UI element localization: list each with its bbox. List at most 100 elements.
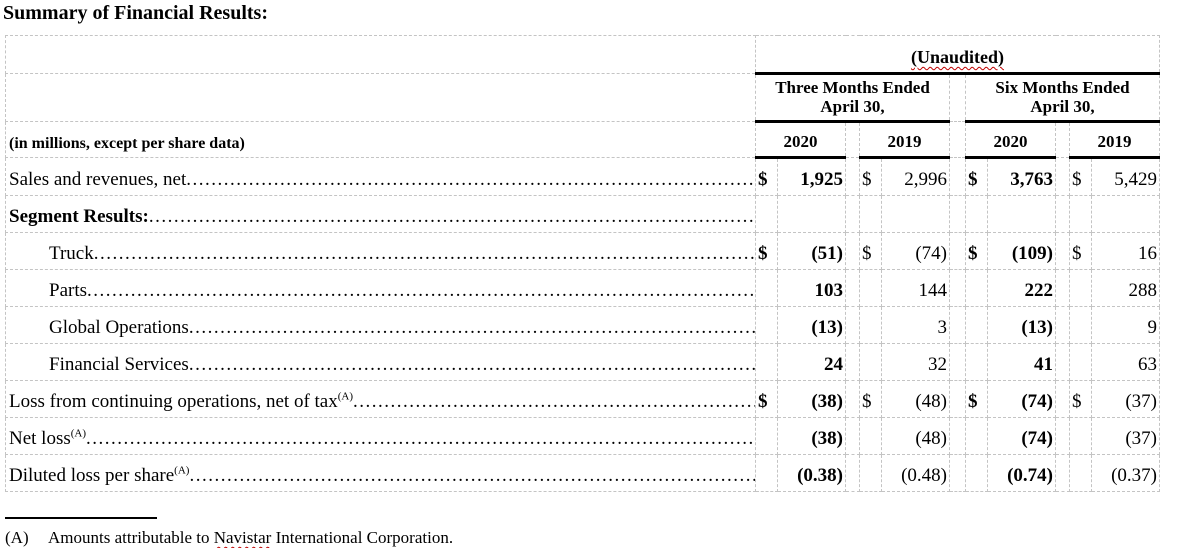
column-gap	[949, 343, 966, 381]
dollar-sign-cell: $	[755, 232, 778, 270]
dollar-sign-cell	[755, 454, 778, 492]
dollar-sign-cell	[755, 269, 778, 307]
column-gap	[949, 157, 966, 196]
row-label: Truck	[49, 243, 94, 264]
dollar-sign-cell	[1069, 417, 1092, 455]
dollar-sign-cell	[965, 306, 988, 344]
empty-cell	[5, 35, 756, 74]
footnote-ref: (A)	[174, 464, 190, 477]
dollar-sign-cell	[1069, 343, 1092, 381]
period-line2: April 30,	[1030, 97, 1095, 116]
column-gap	[949, 232, 966, 270]
column-gap	[845, 232, 860, 270]
column-gap	[949, 121, 966, 158]
empty-cell	[5, 73, 756, 122]
row-label-cell: Sales and revenues, net	[5, 157, 756, 196]
column-gap	[845, 269, 860, 307]
dollar-sign-cell: $	[965, 232, 988, 270]
dot-leader	[87, 280, 755, 302]
value-cell	[881, 195, 950, 233]
year-header: 2019	[859, 121, 950, 159]
dollar-sign-cell	[859, 195, 882, 233]
dollar-sign-cell	[1069, 454, 1092, 492]
period-line1: Six Months Ended	[995, 78, 1130, 97]
dollar-sign-cell: $	[1069, 380, 1092, 418]
unaudited-header: (Unaudited)	[755, 35, 1160, 75]
value-cell	[777, 195, 846, 233]
column-gap	[845, 343, 860, 381]
column-gap	[949, 269, 966, 307]
row-label-cell: Loss from continuing operations, net of …	[5, 380, 756, 418]
dollar-sign-cell: $	[755, 380, 778, 418]
dollar-sign-cell	[965, 343, 988, 381]
table-row: Segment Results:	[5, 195, 1160, 233]
column-gap	[1055, 380, 1070, 418]
footnote-rule	[5, 517, 157, 519]
dollar-sign-cell: $	[1069, 232, 1092, 270]
value-cell: (0.38)	[777, 454, 846, 492]
value-cell: 3,763	[987, 157, 1056, 196]
financial-results-table: (Unaudited) Three Months Ended April 30,…	[5, 35, 1160, 492]
value-cell: (51)	[777, 232, 846, 270]
row-label: Net loss(A)	[9, 427, 87, 449]
column-gap	[845, 121, 860, 158]
period-header-three-months: Three Months Ended April 30,	[755, 73, 950, 123]
dollar-sign-cell: $	[755, 157, 778, 196]
footnote-ref: (A)	[337, 390, 354, 403]
value-cell: (74)	[987, 417, 1056, 455]
dot-leader	[186, 169, 754, 191]
value-cell: (74)	[987, 380, 1056, 418]
column-gap	[949, 306, 966, 344]
dollar-sign-cell: $	[965, 157, 988, 196]
page-title: Summary of Financial Results:	[3, 2, 268, 24]
value-cell: 144	[881, 269, 950, 307]
dollar-sign-cell	[965, 195, 988, 233]
column-gap	[1055, 121, 1070, 158]
dollar-sign-cell	[755, 343, 778, 381]
period-line1: Three Months Ended	[775, 78, 930, 97]
table-row: Net loss(A) (38) (48) (74) (37)	[5, 417, 1160, 455]
header-row-unaudited: (Unaudited)	[5, 35, 1160, 75]
value-cell: (38)	[777, 417, 846, 455]
value-cell: (13)	[987, 306, 1056, 344]
value-cell: (74)	[881, 232, 950, 270]
row-label-cell: Truck	[5, 232, 756, 270]
table-row: Diluted loss per share(A) (0.38) (0.48) (0.…	[5, 454, 1160, 492]
footnote-ref: (A)	[70, 427, 87, 440]
column-gap	[1055, 157, 1070, 196]
dollar-sign-cell	[1069, 195, 1092, 233]
dollar-sign-cell	[1069, 306, 1092, 344]
value-cell: (38)	[777, 380, 846, 418]
column-gap	[1055, 232, 1070, 270]
column-gap	[845, 380, 860, 418]
table-row: Parts 103 144 222 288	[5, 269, 1160, 307]
year-header: 2020	[755, 121, 846, 159]
column-gap	[949, 73, 966, 122]
row-label: Segment Results:	[9, 206, 149, 227]
column-gap	[1055, 269, 1070, 307]
value-cell: 41	[987, 343, 1056, 381]
value-cell: 32	[881, 343, 950, 381]
dollar-sign-cell: $	[859, 232, 882, 270]
value-cell: (0.74)	[987, 454, 1056, 492]
dot-leader	[149, 206, 755, 228]
table-body: Sales and revenues, net$1,925$2,996$3,76…	[5, 157, 1160, 492]
dot-leader	[189, 317, 755, 339]
table-row: Global Operations (13) 3 (13) 9	[5, 306, 1160, 344]
value-cell: 16	[1091, 232, 1160, 270]
value-cell: (0.37)	[1091, 454, 1160, 492]
row-label: Global Operations	[49, 317, 189, 338]
column-gap	[845, 195, 860, 233]
dollar-sign-cell	[859, 306, 882, 344]
period-header-six-months: Six Months Ended April 30,	[965, 73, 1160, 123]
value-cell: 9	[1091, 306, 1160, 344]
value-cell: 63	[1091, 343, 1160, 381]
dollar-sign-cell	[755, 417, 778, 455]
header-row-years: (in millions, except per share data) 202…	[5, 121, 1160, 159]
value-cell: (0.48)	[881, 454, 950, 492]
year-header: 2019	[1069, 121, 1160, 159]
footnote-wavy-word: Navistar	[213, 528, 272, 547]
dollar-sign-cell	[965, 417, 988, 455]
period-line2: April 30,	[820, 97, 885, 116]
row-label-cell: Net loss(A)	[5, 417, 756, 455]
